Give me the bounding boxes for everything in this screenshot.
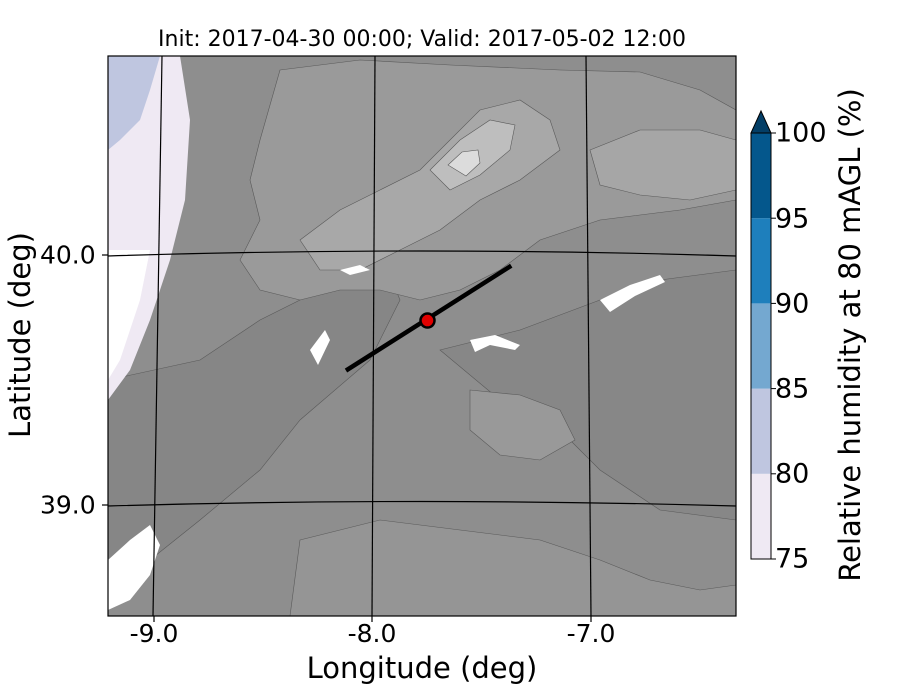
map-frame	[107, 55, 737, 617]
colorbar-segment	[751, 303, 771, 389]
x-tick-label: -9.0	[129, 619, 179, 648]
colorbar-tick-label: 100	[775, 117, 827, 149]
plot-title: Init: 2017-04-30 00:00; Valid: 2017-05-0…	[158, 27, 686, 52]
colorbar-tick-label: 95	[775, 203, 810, 235]
overlays	[344, 263, 513, 373]
x-tick-label: -7.0	[566, 619, 616, 648]
terrain-mid-south	[289, 519, 736, 616]
valley-patch	[310, 330, 330, 365]
graticule	[108, 56, 736, 616]
y-axis-label: Latitude (deg)	[3, 232, 37, 438]
valley-patch	[600, 275, 665, 312]
colorbar-extend-arrow	[750, 109, 772, 134]
colorbar-segment	[751, 473, 771, 559]
colorbar	[750, 109, 776, 560]
y-tick-label: 40.0	[40, 240, 96, 270]
meridian--9.0	[152, 56, 163, 616]
colorbar-segment	[751, 388, 771, 474]
valley-patch	[340, 265, 370, 275]
colorbar-tick-label: 85	[775, 373, 810, 405]
humidity-coast-85	[108, 56, 160, 150]
colorbar-label: Relative humidity at 80 mAGL (%)	[833, 88, 867, 582]
colorbar-tick-label: 75	[775, 543, 810, 575]
colorbar-frame	[750, 132, 772, 560]
colorbar-segment	[751, 218, 771, 304]
x-axis-label: Longitude (deg)	[306, 651, 538, 685]
valley-patch	[470, 335, 520, 352]
map-area	[108, 56, 736, 616]
colorbar-tick-label: 80	[775, 458, 810, 490]
meridian--7.0	[585, 56, 592, 616]
terrain-summit	[447, 149, 481, 177]
parallel-39.0	[108, 500, 736, 507]
terrain-mid-central	[469, 389, 576, 461]
humidity-coast-sea	[108, 250, 150, 380]
x-tick-label: -8.0	[347, 619, 397, 648]
site-marker	[419, 312, 436, 329]
parallel-40.0	[108, 250, 736, 257]
y-tick-label: 39.0	[40, 490, 96, 520]
terrain-high-ne	[589, 129, 736, 201]
colorbar-tick-label: 90	[775, 288, 810, 320]
meridian--8.0	[371, 56, 376, 616]
colorbar-segment	[751, 133, 771, 219]
humidity-south-white	[108, 525, 160, 610]
